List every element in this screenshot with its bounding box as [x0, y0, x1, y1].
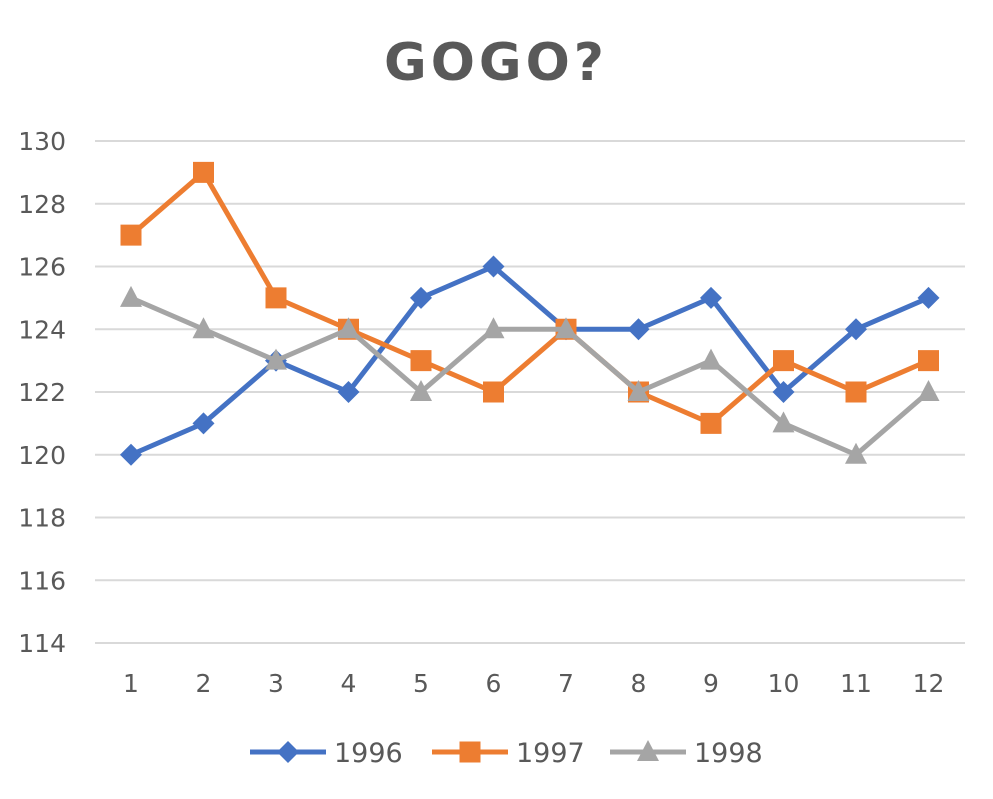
data-point-1996	[192, 412, 215, 435]
legend-item-1996: 1996	[250, 738, 403, 769]
data-point-1997	[773, 350, 794, 372]
y-tick-label: 114	[18, 629, 66, 658]
legend-swatch-marker	[277, 741, 299, 763]
data-point-1997	[483, 381, 504, 403]
data-point-1998	[917, 380, 940, 401]
data-point-1996	[410, 286, 432, 309]
legend-label: 1997	[516, 738, 585, 769]
y-tick-label: 116	[18, 566, 66, 595]
series-line-1998	[128, 295, 931, 458]
data-point-1998	[482, 317, 505, 339]
data-point-1998	[845, 442, 867, 464]
data-point-1998	[555, 317, 577, 339]
data-point-1998	[700, 348, 722, 370]
data-point-1998	[337, 317, 360, 339]
y-tick-label: 124	[18, 315, 66, 344]
x-axis-ticks: 1 2 3 4 5 6 7 8 9 10 11 12	[123, 669, 944, 698]
gridlines	[95, 140, 965, 644]
x-tick-label: 9	[703, 669, 719, 698]
x-tick-label: 1	[123, 669, 139, 698]
series-line-1997	[128, 169, 931, 426]
y-tick-label: 118	[18, 504, 66, 533]
x-tick-label: 2	[196, 669, 212, 698]
chart-title: GOGO?	[384, 33, 608, 93]
data-point-1996	[845, 318, 867, 341]
legend-item-1997: 1997	[432, 738, 585, 769]
data-point-1996	[772, 381, 795, 403]
y-axis-ticks: 114 116 118 120 122 124 126 128 130	[18, 127, 66, 658]
data-point-1996	[700, 286, 722, 309]
y-tick-label: 126	[18, 253, 66, 282]
x-tick-label: 6	[486, 669, 502, 698]
x-tick-label: 8	[631, 669, 647, 698]
data-point-1998	[265, 348, 287, 370]
data-point-1996	[917, 286, 940, 309]
legend-label: 1998	[694, 738, 763, 769]
x-tick-label: 3	[268, 669, 284, 698]
legend-swatch-marker	[459, 741, 481, 763]
data-point-1997	[700, 412, 722, 434]
data-point-1996	[627, 318, 650, 341]
data-point-1997	[410, 350, 432, 372]
series-lines	[120, 161, 940, 466]
series-1997	[120, 161, 939, 434]
data-point-1996	[482, 255, 505, 278]
legend: 1996 1997 1998	[250, 738, 763, 769]
legend-item-1998: 1998	[610, 738, 763, 769]
y-tick-label: 120	[18, 441, 66, 470]
data-point-1998	[410, 380, 432, 401]
y-tick-label: 130	[18, 127, 66, 156]
data-point-1998	[627, 380, 650, 401]
data-point-1997	[193, 161, 214, 183]
data-point-1998	[772, 411, 795, 433]
data-point-1998	[192, 317, 215, 339]
legend-label: 1996	[334, 738, 403, 769]
series-line-1996	[128, 264, 931, 458]
data-point-1997	[845, 381, 867, 403]
x-tick-label: 5	[413, 669, 429, 698]
x-tick-label: 4	[341, 669, 357, 698]
y-tick-label: 128	[18, 190, 66, 219]
x-tick-label: 10	[768, 669, 800, 698]
data-point-1996	[120, 443, 142, 466]
data-point-1997	[120, 224, 142, 246]
x-tick-label: 12	[913, 669, 945, 698]
x-tick-label: 11	[840, 669, 872, 698]
y-tick-label: 122	[18, 378, 66, 407]
x-tick-label: 7	[558, 669, 574, 698]
data-point-1997	[265, 287, 287, 309]
data-point-1998	[120, 285, 142, 307]
legend-swatch-marker	[637, 740, 659, 761]
data-point-1996	[337, 381, 360, 403]
data-point-1997	[918, 350, 939, 372]
series-1998	[120, 285, 940, 464]
